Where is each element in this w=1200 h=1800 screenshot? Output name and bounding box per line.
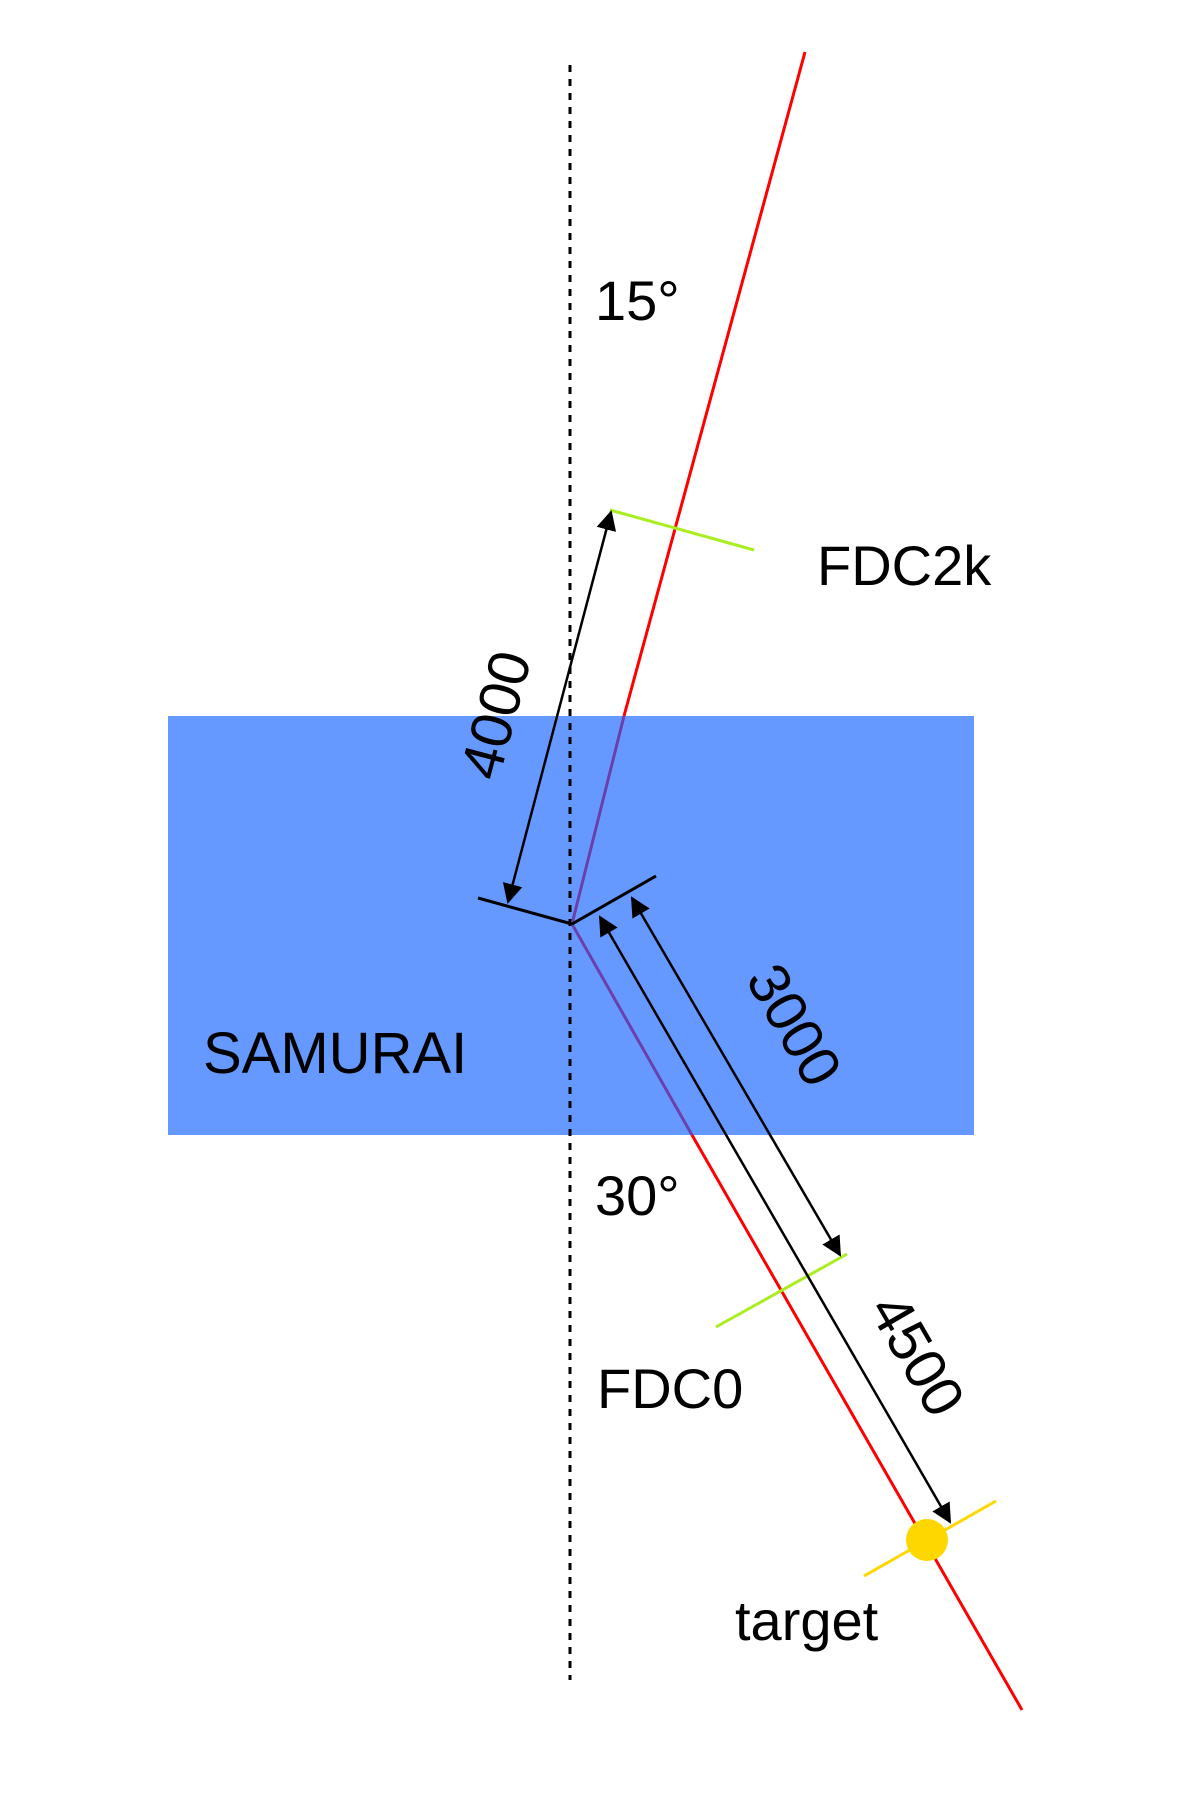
lower-angle-label: 30° (595, 1164, 680, 1227)
beam-line-upper (622, 51, 807, 717)
fdc0-marker (715, 1252, 848, 1329)
dimension-label-4500: 4500 (856, 1283, 977, 1427)
upper-angle-label: 15° (595, 269, 680, 332)
pivot-line-upper (477, 896, 573, 926)
fdc2k-marker (609, 508, 755, 552)
fdc0-label: FDC0 (597, 1357, 743, 1420)
target-label: target (735, 1589, 879, 1652)
fdc2k-label: FDC2k (817, 534, 992, 597)
samurai-label: SAMURAI (203, 1021, 467, 1086)
dimension-arrow-4500 (598, 915, 952, 1524)
target-icon (906, 1519, 948, 1561)
dimension-arrow-4000 (502, 510, 617, 904)
